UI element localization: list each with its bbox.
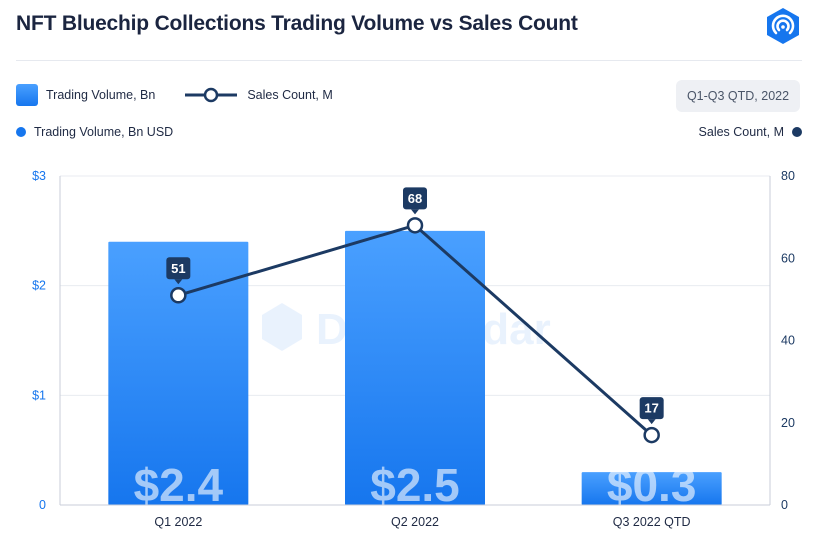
right-axis-dot (792, 127, 802, 137)
bar (581, 472, 722, 505)
line-label-box (639, 397, 664, 420)
line-label-pointer (411, 209, 419, 215)
line-point (643, 426, 660, 444)
watermark-logo-icon (262, 303, 302, 351)
right-tick-label: 40 (781, 334, 795, 348)
right-tick-label: 60 (781, 251, 795, 265)
chart-title: NFT Bluechip Collections Trading Volume … (16, 12, 578, 35)
line-point (406, 217, 424, 234)
line-data-label: 68 (408, 191, 422, 206)
right-tick-label: 0 (781, 498, 788, 512)
line-label-box (403, 187, 427, 210)
right-axis-legend: Sales Count, M (699, 125, 802, 139)
x-tick-label: Q3 2022 QTD (613, 515, 691, 529)
bar-data-label: $2.5 (370, 459, 460, 511)
bar-data-label: $2.4 (134, 459, 224, 511)
legend-line-label: Sales Count, M (247, 88, 333, 102)
header-divider (16, 60, 802, 61)
right-tick-label: 80 (781, 169, 795, 183)
dappradar-logo-icon (767, 8, 799, 44)
line-label-box (166, 257, 191, 280)
left-axis-dot (16, 127, 26, 137)
line-data-label: 51 (171, 261, 185, 276)
left-tick-label: $2 (32, 279, 46, 293)
line-label-pointer (647, 419, 656, 425)
left-axis-legend: Trading Volume, Bn USD (16, 125, 173, 139)
legend-line-swatch (185, 87, 238, 103)
x-tick-label: Q2 2022 (391, 515, 439, 529)
bar-data-label: $0.3 (607, 459, 697, 511)
x-tick-label: Q1 2022 (154, 515, 202, 529)
chart-legend: Trading Volume, Bn Sales Count, M (16, 84, 333, 106)
left-tick-label: $3 (32, 169, 46, 183)
line-point (170, 287, 187, 304)
period-badge: Q1-Q3 QTD, 2022 (676, 80, 800, 112)
right-tick-label: 20 (781, 416, 795, 430)
legend-bar-label: Trading Volume, Bn (46, 88, 156, 102)
left-tick-label: $1 (32, 388, 46, 402)
line-label-pointer (174, 279, 183, 285)
right-axis-legend-label: Sales Count, M (698, 125, 784, 139)
left-axis-legend-label: Trading Volume, Bn USD (34, 125, 174, 139)
left-tick-label: 0 (39, 498, 46, 512)
bar (345, 230, 485, 506)
bar (108, 241, 249, 506)
line-data-label: 17 (644, 401, 658, 416)
legend-bar-swatch (16, 84, 38, 106)
